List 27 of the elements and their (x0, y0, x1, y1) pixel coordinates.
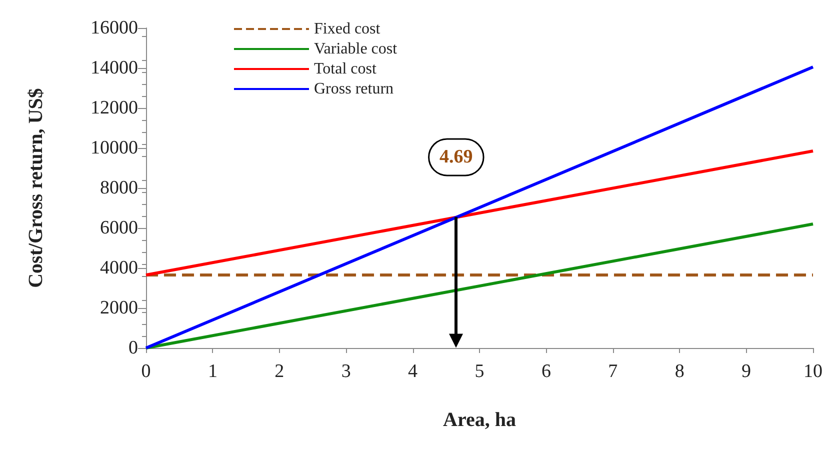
x-tick-label: 4 (408, 361, 418, 382)
x-axis-title: Area, ha (443, 409, 516, 431)
x-tick-label: 6 (541, 361, 551, 382)
x-tick-label: 2 (274, 361, 284, 382)
x-tick-label: 1 (208, 361, 218, 382)
x-tick-label: 9 (742, 361, 752, 382)
y-axis-title: Cost/Gross return, US$ (25, 88, 47, 288)
y-tick-label: 2000 (100, 298, 138, 318)
y-tick-label: 0 (128, 338, 138, 358)
y-tick-label: 14000 (90, 58, 138, 78)
x-tick-label: 5 (474, 361, 484, 382)
annotation: 4.69 (440, 146, 473, 168)
legend-label: Total cost (314, 60, 377, 78)
y-tick-label: 6000 (100, 218, 138, 238)
x-tick-label: 3 (341, 361, 351, 382)
x-tick-label: 7 (608, 361, 618, 382)
legend-label: Fixed cost (314, 20, 381, 38)
legend-label: Gross return (314, 80, 394, 98)
x-tick-label: 8 (674, 361, 684, 382)
legend-label: Variable cost (314, 40, 398, 58)
y-tick-label: 4000 (100, 258, 138, 278)
y-tick-label: 10000 (90, 138, 138, 158)
y-tick-label: 12000 (90, 98, 138, 118)
y-tick-label: 8000 (100, 178, 138, 198)
x-tick-label: 10 (804, 361, 822, 382)
y-tick-label: 16000 (90, 18, 138, 38)
x-tick-label: 0 (141, 361, 151, 382)
